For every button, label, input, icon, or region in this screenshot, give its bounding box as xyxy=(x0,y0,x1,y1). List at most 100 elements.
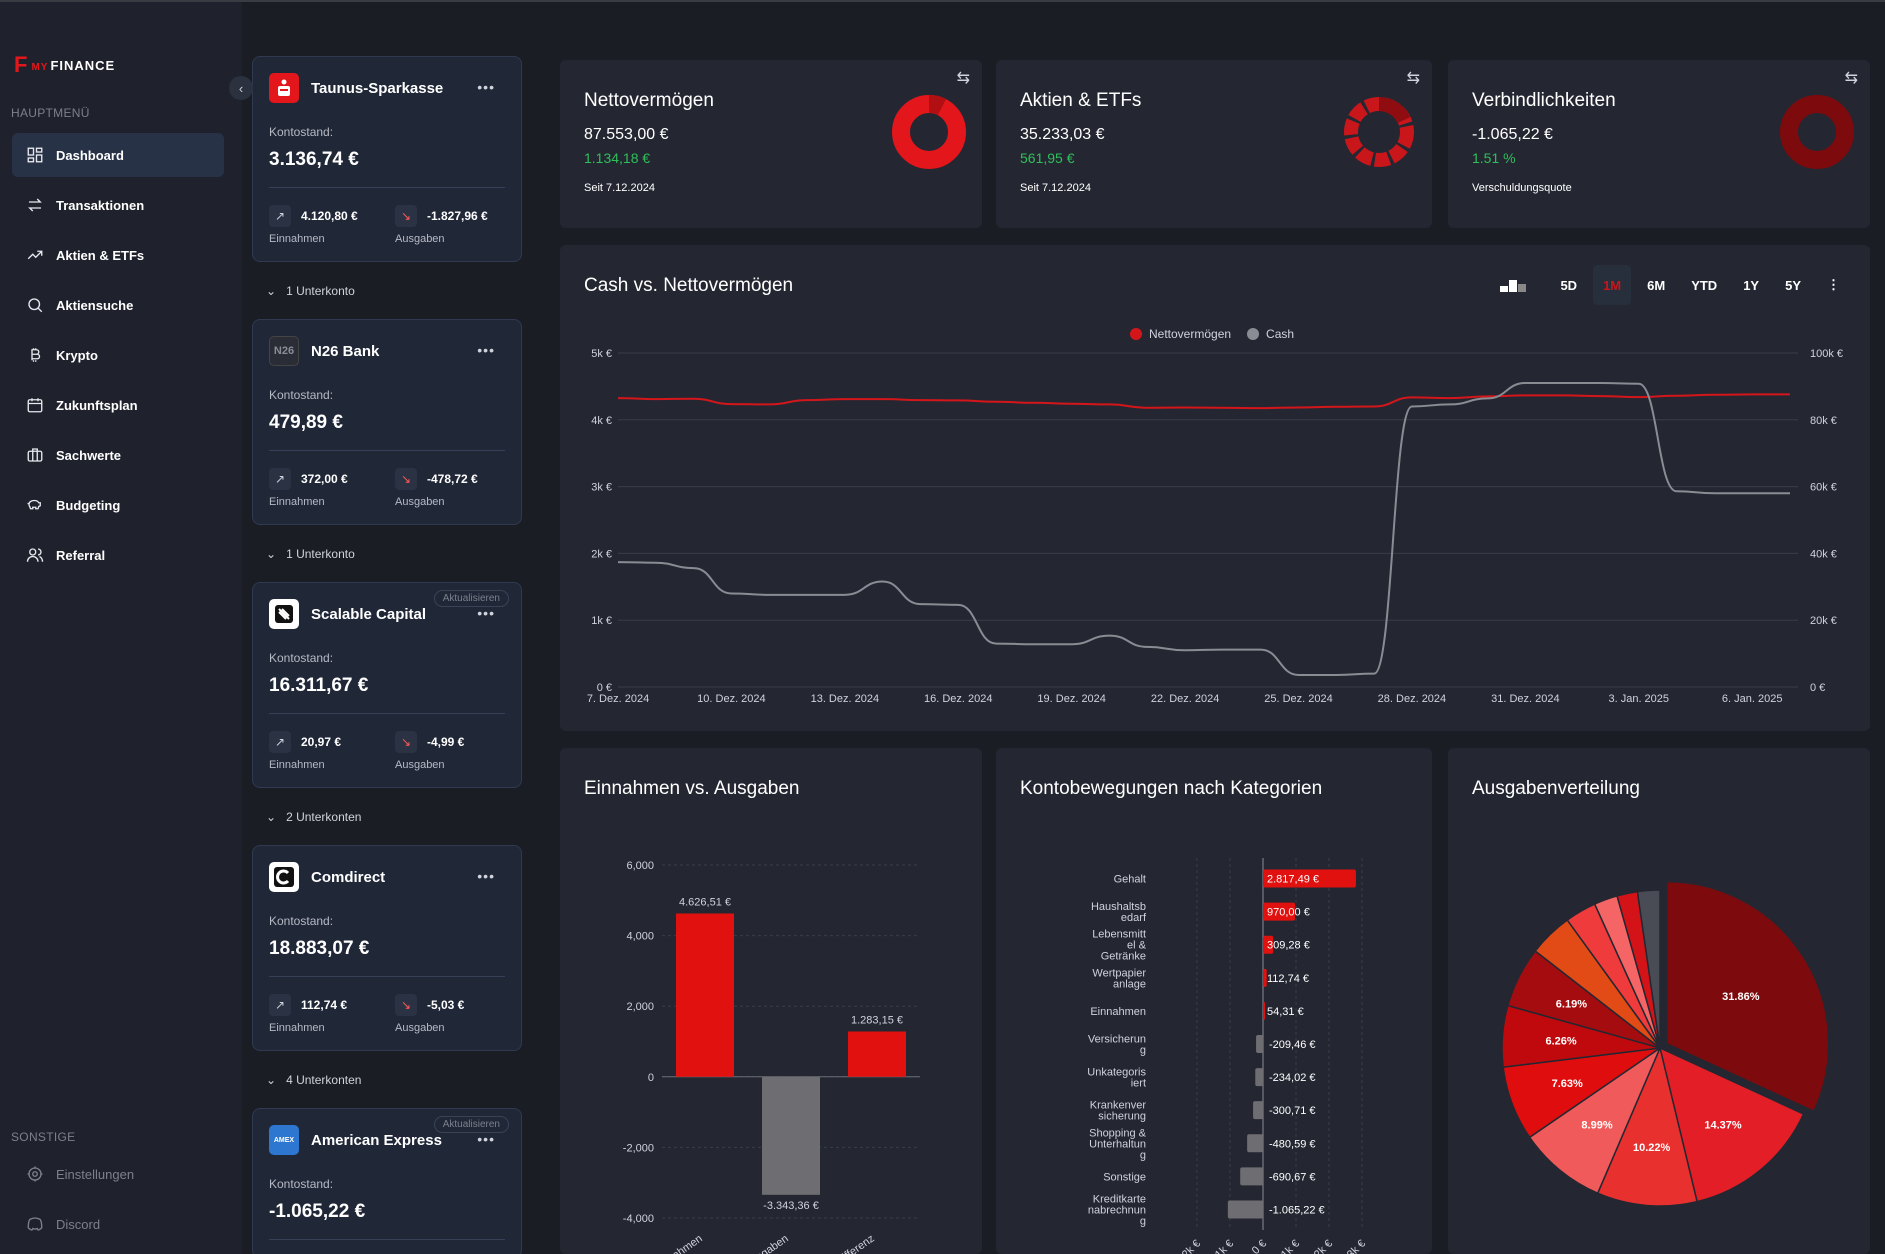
range-5y-button[interactable]: 5Y xyxy=(1785,277,1801,293)
subaccount-toggle[interactable]: ⌄ 1 Unterkonto xyxy=(252,262,522,319)
kpi-card-stocks-etfs[interactable]: ⇆ Aktien & ETFs 35.233,03 € 561,95 € Sei… xyxy=(996,60,1432,228)
x-tick-label: 31. Dez. 2024 xyxy=(1491,693,1560,705)
range-1m-button[interactable]: 1M xyxy=(1593,265,1632,305)
sidebar-item-label: Discord xyxy=(56,1216,101,1232)
more-options-icon[interactable]: ••• xyxy=(477,342,495,358)
account-card-comdirect[interactable]: Comdirect ••• Kontostand: 18.883,07 € ↗ 1… xyxy=(252,845,522,1051)
kpi-note: Verschuldungsquote xyxy=(1472,182,1572,194)
cash-vs-networth-card: Cash vs. Nettovermögen 5D 1M 6M YTD 1Y 5… xyxy=(560,245,1870,731)
refresh-badge[interactable]: Aktualisieren xyxy=(433,1116,509,1133)
sidebar-item-stock-search[interactable]: Aktiensuche xyxy=(12,283,224,327)
income-summary: ↗ 4.120,80 € Einnahmen xyxy=(269,205,358,245)
more-options-icon[interactable]: ••• xyxy=(477,79,495,95)
sidebar-item-crypto[interactable]: Krypto xyxy=(12,333,224,377)
account-name: Comdirect xyxy=(311,868,386,886)
category-label: iert xyxy=(1131,1078,1146,1090)
more-options-icon[interactable]: ••• xyxy=(477,1131,495,1147)
slice-label: 31.86% xyxy=(1722,991,1760,1003)
y-tick-label-left: 1k € xyxy=(591,615,612,627)
arrow-up-right-icon: ↗ xyxy=(269,468,291,490)
account-card-taunus-sparkasse[interactable]: Taunus-Sparkasse ••• Kontostand: 3.136,7… xyxy=(252,56,522,262)
kpi-card-net-worth[interactable]: ⇆ Nettovermögen 87.553,00 € 1.134,18 € S… xyxy=(560,60,982,228)
series-line-cash xyxy=(617,382,1790,676)
x-tick-label: 6. Jan. 2025 xyxy=(1722,693,1783,705)
account-card-scalable-capital[interactable]: Aktualisieren Scalable Capital ••• Konto… xyxy=(252,582,522,788)
chart-title: Einnahmen vs. Ausgaben xyxy=(584,778,800,799)
range-6m-button[interactable]: 6M xyxy=(1647,277,1666,293)
more-options-icon[interactable]: ••• xyxy=(477,605,495,621)
chart-type-toggle[interactable] xyxy=(1490,265,1544,305)
arrow-down-right-icon: ↘ xyxy=(395,205,417,227)
x-tick-label: 7. Dez. 2024 xyxy=(587,693,649,705)
more-options-icon[interactable]: ••• xyxy=(477,868,495,884)
bar-einnahmen xyxy=(676,913,734,1077)
y-tick-label-left: 0 € xyxy=(597,682,612,694)
income-summary: ↗ 112,74 € Einnahmen xyxy=(269,994,347,1034)
y-tick-label: 4,000 xyxy=(626,931,654,943)
range-ytd-button[interactable]: YTD xyxy=(1691,277,1718,293)
sidebar-item-dashboard[interactable]: Dashboard xyxy=(12,133,224,177)
data-label: -1.065,22 € xyxy=(1269,1204,1325,1216)
y-tick-label-right: 100k € xyxy=(1810,348,1843,360)
app-logo[interactable]: F MY FINANCE xyxy=(14,52,115,78)
x-tick-label: 19. Dez. 2024 xyxy=(1037,693,1106,705)
account-card-n26[interactable]: N26 N26 Bank ••• Kontostand: 479,89 € ↗ 37… xyxy=(252,319,522,525)
sidebar-item-transactions[interactable]: Transaktionen xyxy=(12,183,224,227)
sidebar-item-referral[interactable]: Referral xyxy=(12,533,224,577)
swap-icon[interactable]: ⇆ xyxy=(1844,70,1858,87)
collapse-sidebar-button[interactable]: ‹ xyxy=(229,76,253,100)
sidebar-item-settings[interactable]: Einstellungen xyxy=(12,1152,224,1196)
sidebar: F MY FINANCE HAUPTMENÜ Dashboard Transakt… xyxy=(0,2,242,1254)
sidebar-item-stocks[interactable]: Aktien & ETFs xyxy=(12,233,224,277)
pie-slice xyxy=(1665,880,1830,1113)
income-label: Einnahmen xyxy=(269,1022,325,1034)
subaccount-toggle[interactable]: ⌄ 4 Unterkonten xyxy=(252,1051,522,1108)
swap-icon[interactable]: ⇆ xyxy=(956,70,970,87)
category-bar xyxy=(1263,935,1274,954)
income-value: 112,74 € xyxy=(301,998,348,1012)
expense-label: Ausgaben xyxy=(395,496,445,508)
legend-item-networth[interactable]: Nettovermögen xyxy=(1130,327,1231,341)
account-card-american-express[interactable]: Aktualisieren AMEX American Express ••• K… xyxy=(252,1108,522,1254)
divider xyxy=(269,1239,505,1240)
y-tick-label-right: 20k € xyxy=(1810,615,1837,627)
subaccount-toggle[interactable]: ⌄ 1 Unterkonto xyxy=(252,525,522,582)
sidebar-item-future-plan[interactable]: Zukunftsplan xyxy=(12,383,224,427)
data-label: 4.626,51 € xyxy=(679,896,731,908)
legend-item-cash[interactable]: Cash xyxy=(1247,327,1294,341)
expense-summary: ↘ -5,03 € Ausgaben xyxy=(395,994,464,1034)
pie-chart-svg: 31.86% 14.37% 10.22% 8.99% 7.63% 6.26% 6.19% xyxy=(1501,880,1830,1207)
liabilities-donut xyxy=(1780,95,1854,169)
data-label: 112,74 € xyxy=(1267,973,1309,985)
range-1y-button[interactable]: 1Y xyxy=(1743,277,1760,293)
y-tick-label-right: 60k € xyxy=(1810,482,1837,494)
category-label: Einnahmen xyxy=(1090,1006,1146,1018)
account-balance: 479,89 € xyxy=(269,412,343,433)
refresh-badge[interactable]: Aktualisieren xyxy=(433,590,509,607)
data-label: -690,67 € xyxy=(1269,1171,1315,1183)
sidebar-item-budgeting[interactable]: Budgeting xyxy=(12,483,224,527)
more-vertical-icon[interactable]: ⋮ xyxy=(1827,277,1840,292)
sidebar-item-discord[interactable]: Discord xyxy=(12,1202,224,1246)
kpi-value: 87.553,00 € xyxy=(584,126,669,143)
category-bar xyxy=(1240,1167,1263,1186)
range-5d-button[interactable]: 5D xyxy=(1560,277,1578,293)
main-menu-label: HAUPTMENÜ xyxy=(11,106,90,120)
kpi-card-liabilities[interactable]: ⇆ Verbindlichkeiten -1.065,22 € 1.51 % V… xyxy=(1448,60,1870,228)
y-tick-label-left: 4k € xyxy=(591,415,612,427)
sidebar-item-label: Transaktionen xyxy=(56,197,145,213)
category-label: Wertpapier xyxy=(1092,967,1146,979)
top-border xyxy=(0,0,1885,2)
chart-title: Cash vs. Nettovermögen xyxy=(584,275,794,296)
category-label: edarf xyxy=(1121,912,1147,924)
sidebar-item-assets[interactable]: Sachwerte xyxy=(12,433,224,477)
balance-label: Kontostand: xyxy=(269,388,334,402)
subaccount-toggle[interactable]: ⌄ 2 Unterkonten xyxy=(252,788,522,845)
swap-icon[interactable]: ⇆ xyxy=(1406,70,1420,87)
category-bar xyxy=(1247,1134,1263,1153)
category-label: Haushaltsb xyxy=(1091,901,1146,913)
x-tick-label: Differenz xyxy=(834,1233,877,1254)
expense-summary: ↘ -1.827,96 € Ausgaben xyxy=(395,205,488,245)
sidebar-item-label: Einstellungen xyxy=(56,1166,135,1182)
sidebar-item-label: Referral xyxy=(56,547,106,563)
